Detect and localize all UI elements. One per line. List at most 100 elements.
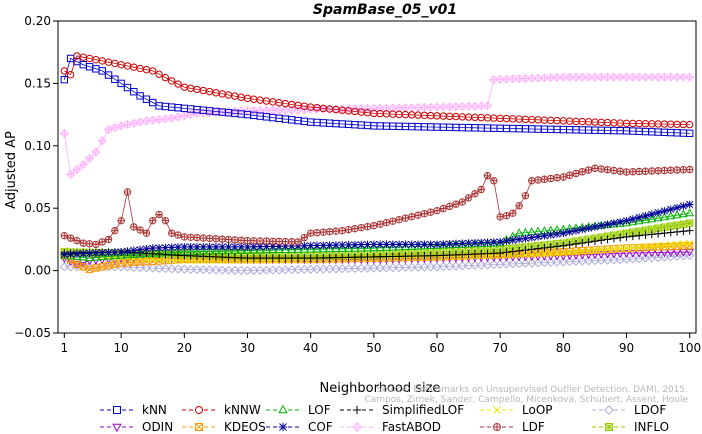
- data-point-knnw: [174, 80, 182, 88]
- data-point-ldf: [332, 227, 340, 235]
- data-point-ldf: [648, 167, 656, 175]
- data-point-fastabod: [685, 72, 695, 82]
- data-point-loop: [654, 242, 662, 250]
- data-point-simplifiedlof: [546, 243, 555, 251]
- data-point-ldf: [433, 207, 441, 215]
- data-point-cof: [123, 247, 132, 255]
- data-point-ldf: [603, 166, 612, 174]
- data-point-loop: [635, 243, 643, 251]
- legend-label: LoOP: [522, 403, 553, 417]
- data-point-cof: [388, 240, 397, 249]
- data-point-cof: [584, 224, 593, 233]
- data-point-lof: [344, 243, 353, 252]
- data-point-ldf: [338, 227, 346, 235]
- data-point-odin: [584, 251, 593, 260]
- data-point-odin: [615, 250, 625, 259]
- data-point-loop: [686, 239, 694, 247]
- x-tick-label: 60: [429, 341, 444, 355]
- data-point-cof: [224, 243, 233, 251]
- data-point-lof: [85, 253, 94, 262]
- plot-area: 1 10 20 30 40 50 60 70 80 90 100 −0.05 0.00 0.05 0.10 0…: [14, 14, 701, 355]
- data-point-ldof: [407, 262, 417, 272]
- data-point-ldf: [547, 174, 555, 183]
- data-point-ldf: [149, 217, 157, 225]
- data-point-simplifiedlof: [502, 248, 511, 257]
- data-point-knn: [60, 75, 69, 84]
- data-point-simplifiedlof: [496, 249, 505, 257]
- data-point-odin: [641, 249, 650, 258]
- data-point-ldf: [521, 192, 530, 200]
- data-point-ldof: [451, 261, 461, 271]
- data-point-lof: [679, 209, 688, 218]
- data-point-inflo: [673, 221, 681, 229]
- legend-marker: [352, 405, 362, 415]
- data-point-cof: [306, 241, 315, 250]
- data-point-cof: [85, 249, 94, 258]
- data-point-ldof: [255, 265, 265, 275]
- data-point-cof: [376, 240, 384, 249]
- data-point-ldof: [628, 254, 638, 264]
- x-tick-label: 80: [556, 341, 571, 355]
- data-point-ldof: [249, 265, 259, 276]
- data-point-loop: [193, 257, 201, 265]
- data-point-cof: [313, 241, 321, 250]
- data-point-lof: [249, 245, 259, 254]
- data-point-ldof: [558, 257, 568, 267]
- data-point-cof: [445, 240, 454, 248]
- data-point-ldf: [136, 226, 144, 234]
- data-point-simplifiedlof: [597, 236, 606, 245]
- data-point-lof: [287, 244, 297, 253]
- legend: kNN kNNW LOF SimplifiedLOF LoOP LDOF ODIN KDEOS…: [100, 403, 669, 434]
- data-point-lof: [337, 243, 347, 252]
- legend-entry-fastabod: FastABOD: [340, 420, 441, 434]
- data-point-ldf: [168, 229, 176, 237]
- data-point-cof: [622, 216, 631, 225]
- data-point-ldof: [685, 251, 695, 261]
- data-point-knn: [117, 79, 125, 88]
- data-point-simplifiedlof: [521, 246, 530, 254]
- data-point-ldf: [155, 210, 163, 219]
- legend-marker: [493, 406, 501, 414]
- data-point-cof: [98, 248, 107, 257]
- data-point-ldof: [103, 262, 114, 272]
- data-point-lof: [325, 244, 334, 253]
- data-point-ldf: [123, 188, 132, 196]
- data-point-cof: [92, 249, 100, 257]
- data-point-simplifiedlof: [572, 240, 580, 248]
- data-point-cof: [414, 240, 422, 249]
- data-point-ldof: [205, 265, 215, 275]
- data-point-ldf: [389, 217, 397, 225]
- data-point-ldof: [287, 265, 297, 275]
- data-point-cof: [395, 240, 403, 249]
- data-point-lof: [91, 252, 101, 261]
- data-point-ldf: [306, 229, 315, 237]
- data-point-cof: [212, 243, 220, 251]
- data-point-ldof: [59, 262, 69, 272]
- legend-marker: [605, 423, 613, 431]
- data-point-cof: [660, 207, 669, 215]
- data-point-cof: [287, 242, 296, 250]
- data-point-simplifiedlof: [610, 234, 618, 243]
- data-point-simplifiedlof: [527, 245, 536, 254]
- data-point-ldf: [344, 226, 353, 234]
- data-point-simplifiedlof: [641, 231, 650, 239]
- data-point-ldof: [388, 263, 398, 273]
- legend-entry-cof: COF: [266, 420, 333, 434]
- data-point-ldof: [85, 262, 95, 272]
- data-point-ldof: [508, 259, 518, 269]
- data-point-ldof: [299, 264, 309, 275]
- legend-entry-odin: ODIN: [100, 420, 173, 434]
- data-point-ldf: [319, 228, 328, 236]
- data-point-ldf: [635, 167, 643, 176]
- data-point-ldf: [275, 237, 283, 246]
- data-point-cof: [79, 249, 88, 258]
- data-point-loop: [629, 244, 637, 252]
- data-point-ldf: [673, 166, 681, 174]
- data-point-cof: [578, 225, 587, 234]
- data-point-cof: [243, 243, 252, 251]
- data-point-lof: [262, 245, 271, 254]
- data-point-ldof: [167, 264, 177, 274]
- data-point-simplifiedlof: [660, 229, 669, 237]
- data-point-lof: [268, 245, 278, 254]
